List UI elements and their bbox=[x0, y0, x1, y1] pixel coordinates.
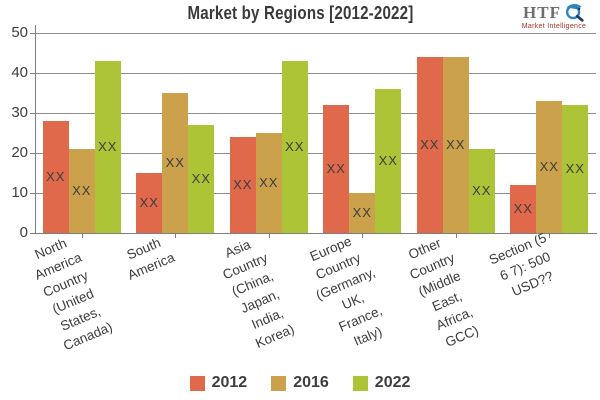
legend-label-2012: 2012 bbox=[211, 374, 248, 391]
legend-swatch-2022 bbox=[352, 375, 368, 391]
magnifier-swirl-icon bbox=[563, 2, 585, 24]
xtick-label-3: Asia Country (China, Japan, India, Korea) bbox=[220, 236, 297, 352]
legend-swatch-2012 bbox=[189, 375, 205, 391]
bar-value-label-2022-group1: XX bbox=[98, 139, 118, 154]
xtick-label-1: North America Country (United States, Canada) bbox=[32, 235, 115, 354]
bar-2022-group5 bbox=[468, 149, 495, 233]
xtick-mark-4 bbox=[362, 234, 364, 238]
legend-item-2022: 2022 bbox=[352, 374, 411, 392]
bar-value-label-2022-group4: XX bbox=[378, 153, 398, 168]
bar-2012-group4 bbox=[323, 105, 350, 233]
ytick-mark-20 bbox=[30, 153, 35, 154]
logo-text: HTF bbox=[523, 3, 561, 22]
xtick-mark-6 bbox=[549, 234, 551, 238]
ytick-label-50: 50 bbox=[11, 24, 28, 41]
xtick-label-4: Europe Country (Germany, UK, France, Italy) bbox=[307, 233, 385, 349]
x-axis-spine bbox=[35, 233, 597, 234]
bar-value-label-2012-group6: XX bbox=[513, 201, 533, 216]
bar-2016-group5 bbox=[442, 57, 469, 233]
gridline-y50 bbox=[35, 33, 596, 34]
xtick-label-6: Section (5 6 7): 500 USD?? bbox=[487, 229, 556, 300]
bar-value-label-2012-group5: XX bbox=[420, 137, 440, 152]
chart-title-text: Market by Regions [2012-2022] bbox=[187, 3, 413, 23]
bar-2012-group6 bbox=[510, 185, 537, 233]
bar-2016-group6 bbox=[536, 101, 563, 233]
bar-value-label-2016-group1: XX bbox=[72, 183, 92, 198]
bar-value-label-2022-group5: XX bbox=[472, 183, 492, 198]
bar-2016-group1 bbox=[68, 149, 95, 233]
bar-2022-group3 bbox=[281, 61, 308, 233]
gridline-y10 bbox=[35, 193, 596, 194]
ytick-label-0: 0 bbox=[19, 224, 28, 241]
gridline-y30 bbox=[35, 113, 596, 114]
ytick-mark-40 bbox=[30, 73, 35, 74]
bar-2022-group4 bbox=[375, 89, 402, 233]
bar-2016-group2 bbox=[162, 93, 189, 233]
bar-value-label-2022-group6: XX bbox=[565, 161, 585, 176]
bar-2012-group3 bbox=[229, 137, 256, 233]
xtick-label-5: Other Country (Middle East, Africa, GCC) bbox=[405, 235, 481, 350]
bar-value-label-2022-group2: XX bbox=[191, 171, 211, 186]
bar-2016-group3 bbox=[255, 133, 282, 233]
chart-title: Market by Regions [2012-2022] bbox=[0, 3, 600, 24]
bar-2012-group1 bbox=[42, 121, 69, 233]
ytick-mark-30 bbox=[30, 113, 35, 114]
xtick-mark-5 bbox=[455, 234, 457, 238]
bar-value-label-2012-group4: XX bbox=[326, 161, 346, 176]
ytick-label-20: 20 bbox=[11, 144, 28, 161]
chart-legend: 2012 2016 2022 bbox=[0, 374, 600, 392]
xtick-mark-3 bbox=[268, 234, 270, 238]
bar-value-label-2012-group1: XX bbox=[46, 169, 66, 184]
gridline-y40 bbox=[35, 73, 596, 74]
ytick-label-30: 30 bbox=[11, 104, 28, 121]
legend-item-2016: 2016 bbox=[271, 374, 329, 392]
bar-value-label-2016-group4: XX bbox=[352, 205, 372, 220]
gridline-y20 bbox=[35, 153, 596, 154]
y-axis-spine bbox=[35, 25, 36, 233]
ytick-label-10: 10 bbox=[11, 184, 28, 201]
bar-2016-group4 bbox=[349, 193, 376, 233]
ytick-mark-10 bbox=[30, 193, 35, 194]
legend-item-2012: 2012 bbox=[189, 374, 248, 392]
bar-2022-group2 bbox=[188, 125, 215, 233]
bar-2012-group2 bbox=[136, 173, 163, 233]
bar-value-label-2022-group3: XX bbox=[285, 139, 305, 154]
legend-label-2016: 2016 bbox=[293, 374, 329, 391]
bar-value-label-2012-group2: XX bbox=[139, 195, 159, 210]
bar-value-label-2012-group3: XX bbox=[233, 177, 253, 192]
xtick-label-2: South America bbox=[124, 234, 178, 283]
logo-tagline: Market Intelligence bbox=[521, 23, 587, 30]
xtick-mark-1 bbox=[81, 234, 83, 238]
xtick-mark-2 bbox=[175, 234, 177, 238]
bar-2022-group1 bbox=[94, 61, 121, 233]
brand-logo: HTF Market Intelligence bbox=[518, 2, 590, 31]
ytick-label-40: 40 bbox=[11, 64, 28, 81]
bar-value-label-2016-group2: XX bbox=[165, 155, 185, 170]
bar-2022-group6 bbox=[562, 105, 589, 233]
bar-value-label-2016-group3: XX bbox=[259, 175, 279, 190]
bar-value-label-2016-group6: XX bbox=[539, 159, 559, 174]
bar-2012-group5 bbox=[416, 57, 443, 233]
bar-value-label-2016-group5: XX bbox=[446, 137, 466, 152]
ytick-mark-50 bbox=[30, 33, 35, 34]
legend-swatch-2016 bbox=[271, 375, 287, 391]
legend-label-2022: 2022 bbox=[374, 374, 411, 391]
ytick-mark-0 bbox=[30, 233, 35, 234]
